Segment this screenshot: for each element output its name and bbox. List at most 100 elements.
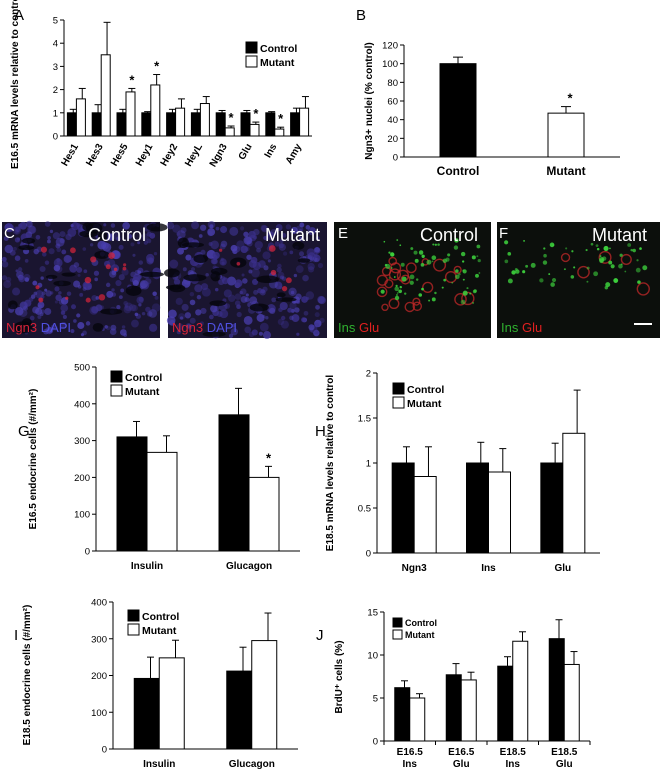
nucleus (148, 309, 158, 318)
nucleus (283, 251, 288, 256)
bar-mutant (249, 123, 260, 137)
insulin-cell (478, 272, 481, 274)
nucleus (258, 331, 263, 336)
nucleus (61, 249, 67, 255)
bar-control (394, 687, 411, 742)
y-tick-label: 300 (74, 436, 90, 447)
nucleus (194, 284, 203, 293)
nucleus (289, 250, 294, 255)
nucleus (196, 294, 202, 300)
insulin-cell (543, 247, 546, 250)
glucagon-cell (636, 282, 650, 296)
insulin-cell (601, 256, 607, 261)
nucleus (132, 253, 136, 257)
nucleus (48, 248, 55, 255)
panel-letter-a: A (14, 7, 24, 24)
nucleus (200, 307, 207, 315)
insulin-cell (432, 243, 435, 246)
x-tick-label: Hey1 (134, 142, 156, 169)
y-tick-label: 500 (74, 363, 90, 374)
glucagon-cell (404, 301, 416, 313)
nucleus (210, 240, 220, 250)
lumen (61, 272, 76, 277)
y-tick-label: 0 (102, 745, 107, 756)
lumen (146, 223, 168, 232)
nucleus (77, 321, 85, 330)
nucleus (306, 248, 315, 257)
nucleus (295, 265, 304, 274)
nucleus (307, 227, 316, 236)
y-tick-label: 1 (366, 459, 371, 470)
nucleus (111, 288, 115, 292)
nucleus (24, 259, 29, 263)
nucleus (166, 316, 176, 325)
bar-mutant (150, 84, 161, 137)
insulin-cell (413, 250, 418, 255)
legend-label: Control (405, 618, 437, 628)
nucleus (184, 312, 192, 319)
nucleus (294, 307, 300, 313)
micrograph-label-mutant: Mutant (592, 225, 647, 245)
nucleus (39, 312, 44, 317)
y-tick-label: 1 (53, 108, 58, 119)
bar-control (439, 63, 477, 158)
nucleus (129, 278, 134, 282)
panel-letter-b: B (356, 7, 366, 24)
nucleus (215, 226, 220, 231)
nucleus (246, 254, 252, 260)
insulin-cell (471, 255, 476, 260)
insulin-cell (504, 240, 509, 245)
micrograph-c-control: C Control Ngn3 DAPI (1, 220, 168, 338)
nucleus (241, 273, 245, 277)
nucleus (220, 240, 228, 248)
nucleus (82, 330, 87, 336)
legend-label: Control (260, 43, 297, 55)
insulin-cell (400, 262, 405, 267)
ngn3-cell (65, 296, 69, 300)
y-tick-label: 100 (91, 708, 107, 719)
nucleus (79, 292, 84, 297)
insulin-cell (398, 289, 402, 294)
y-axis-label: E16.5 mRNA levels relative to controls (10, 0, 21, 169)
y-tick-label: 1.5 (358, 414, 371, 425)
nucleus (47, 239, 51, 244)
significance-star: * (278, 111, 284, 126)
lumen (210, 271, 221, 282)
nucleus (243, 236, 252, 245)
bar-control (226, 670, 253, 750)
insulin-cell (563, 268, 566, 271)
lumen (164, 268, 180, 278)
y-tick-label: 2 (53, 85, 58, 96)
nucleus (278, 285, 283, 290)
nucleus (146, 238, 152, 244)
nucleus (69, 264, 78, 273)
bar-mutant (563, 663, 580, 742)
nucleus (14, 229, 19, 234)
chart-g: 0 100 200 300 400 500 E16.5 endocrine cells (#… (28, 363, 300, 572)
lumen (97, 231, 108, 241)
legend-swatch-mutant (110, 384, 123, 397)
insulin-cell (511, 270, 516, 275)
insulin-cell (635, 267, 641, 273)
insulin-cell (421, 254, 425, 258)
nucleus (127, 234, 133, 239)
nucleus (267, 259, 271, 263)
x-tick-label: E16.5 (448, 747, 475, 758)
x-tick-label: Ins (506, 759, 521, 770)
nucleus (277, 318, 285, 326)
nucleus (13, 246, 17, 251)
insulin-cell (431, 255, 437, 261)
nucleus (219, 258, 227, 266)
nucleus (276, 267, 282, 273)
nucleus (25, 220, 33, 228)
nucleus (42, 252, 47, 257)
glucagon-cell (412, 297, 421, 306)
nucleus (305, 291, 315, 300)
ngn3-cell (90, 256, 97, 263)
x-tick-label: Hey2 (159, 142, 181, 169)
nucleus (263, 265, 269, 271)
lumen (209, 300, 227, 307)
y-axis-label: E16.5 endocrine cells (#/mm²) (28, 389, 39, 530)
insulin-cell (393, 276, 396, 278)
